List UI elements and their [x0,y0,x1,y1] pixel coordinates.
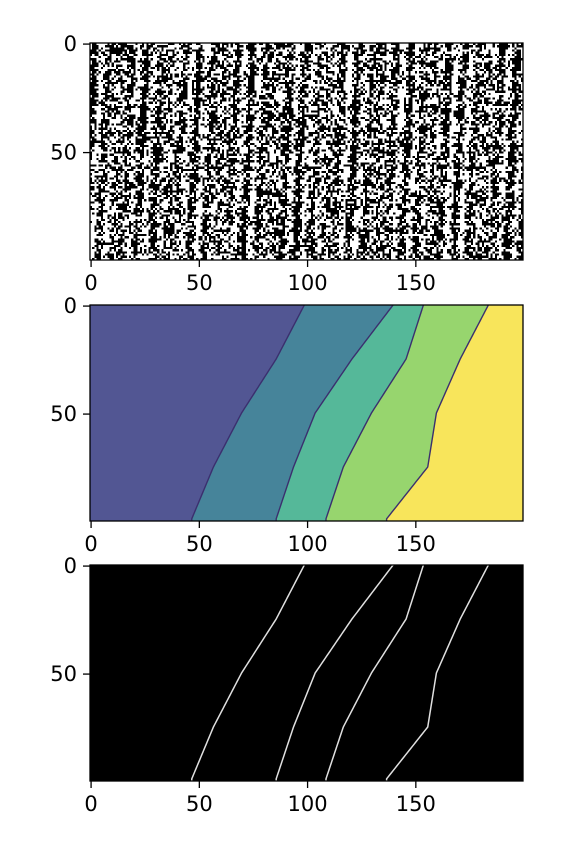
y-tick-label: 0 [64,32,77,56]
y-tick-label: 50 [50,662,77,686]
chart-panel-1: 0 50 100 150 0 50 [50,32,524,295]
y-tick-label: 50 [50,141,77,165]
edge-line-4 [385,564,490,781]
x-tick-label: 0 [84,532,97,556]
boundary-line-1 [191,304,305,521]
x-tick-label: 150 [396,792,436,816]
x-tick-label: 100 [288,792,328,816]
chart-panel-3: 0 50 100 150 0 50 [50,554,524,816]
axes-frame [89,42,524,261]
x-tick-label: 100 [288,271,328,295]
y-tick-label: 0 [64,294,77,318]
chart-panel-2: 0 50 100 150 0 50 [50,294,524,556]
binary-image [90,43,523,260]
edge-line-3 [325,564,425,781]
boundary-line-2 [275,304,394,521]
x-tick-label: 100 [288,532,328,556]
x-tick-label: 150 [396,271,436,295]
axes-frame [89,564,524,782]
edge-line-1 [191,564,306,781]
boundary-line-3 [325,304,425,521]
axes-frame [89,304,524,522]
edge-line-2 [275,564,394,781]
region-1 [90,305,305,521]
region-4 [325,305,489,521]
region-3 [276,305,424,521]
region-2 [191,305,394,521]
x-tick-label: 50 [186,532,213,556]
edge-image-background [90,565,523,781]
boundary-line-4 [385,304,489,521]
y-tick-label: 50 [50,402,77,426]
x-tick-label: 150 [396,532,436,556]
y-tick-label: 0 [64,554,77,578]
x-tick-label: 50 [186,271,213,295]
x-tick-label: 0 [84,271,97,295]
region-5 [386,305,523,521]
x-tick-label: 50 [186,792,213,816]
x-tick-label: 0 [84,792,97,816]
